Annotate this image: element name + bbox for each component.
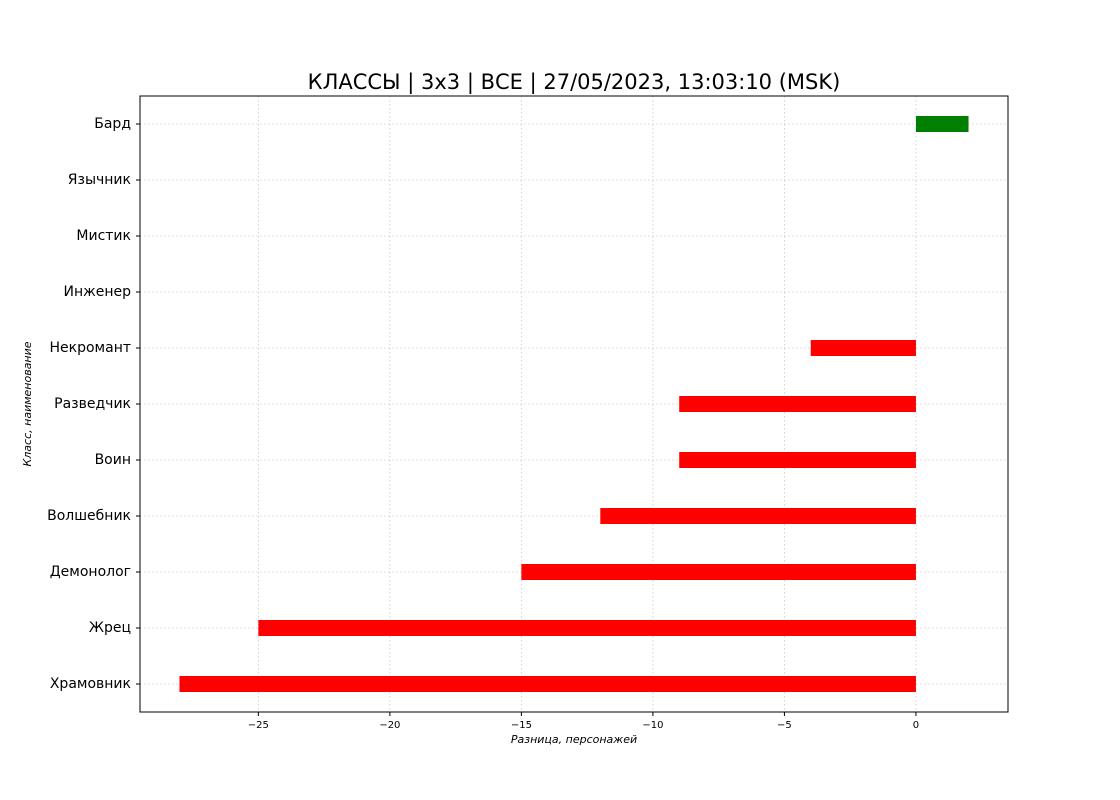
y-tick-label: Волшебник	[47, 508, 131, 524]
y-tick-label: Мистик	[76, 228, 131, 244]
plot-frame	[139, 95, 1009, 713]
x-tick-label: −20	[379, 720, 400, 731]
y-tick-label: Храмовник	[50, 676, 131, 692]
x-tick-label: −5	[777, 720, 792, 731]
y-tick-label: Бард	[94, 116, 131, 132]
y-tick-label: Демонолог	[50, 564, 131, 580]
y-tick-label: Жрец	[89, 620, 131, 636]
y-tick-label: Разведчик	[54, 396, 131, 412]
x-tick-label: −15	[511, 720, 532, 731]
bar	[258, 620, 916, 636]
x-tick-label: −10	[642, 720, 663, 731]
bar	[521, 564, 916, 580]
bar	[915, 116, 969, 132]
y-tick-label: Воин	[95, 452, 131, 468]
y-tick-label: Инженер	[63, 284, 131, 300]
bar	[810, 340, 916, 356]
y-tick-label: Некромант	[50, 340, 132, 356]
y-axis-label: Класс, наименование	[21, 341, 34, 466]
bar	[600, 508, 916, 524]
x-tick-label: 0	[913, 720, 919, 731]
bar	[179, 676, 916, 692]
bar	[679, 452, 916, 468]
bar	[679, 396, 916, 412]
x-axis-label: Разница, персонажей	[511, 733, 637, 746]
x-tick-label: −25	[248, 720, 269, 731]
chart-title: КЛАССЫ | 3x3 | ВСЕ | 27/05/2023, 13:03:1…	[308, 70, 841, 95]
y-tick-label: Язычник	[68, 172, 131, 188]
